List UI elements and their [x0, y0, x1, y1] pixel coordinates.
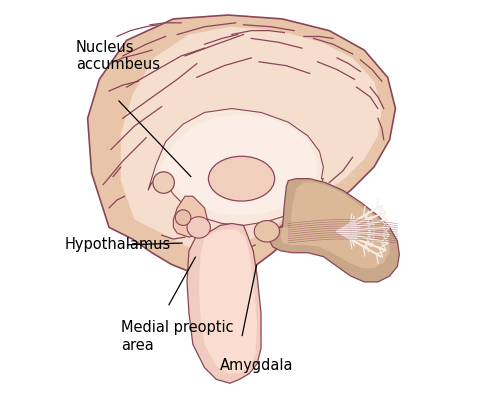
Polygon shape: [88, 15, 395, 276]
Text: Medial preoptic
area: Medial preoptic area: [121, 320, 233, 353]
Polygon shape: [187, 224, 261, 383]
Text: Amygdala: Amygdala: [220, 358, 294, 373]
Polygon shape: [156, 114, 318, 216]
Ellipse shape: [254, 221, 280, 242]
Polygon shape: [267, 179, 399, 282]
Text: Nucleus
accumbeus: Nucleus accumbeus: [76, 40, 160, 72]
Ellipse shape: [175, 210, 191, 226]
Ellipse shape: [187, 217, 210, 238]
Polygon shape: [148, 109, 323, 226]
Polygon shape: [173, 196, 208, 237]
Ellipse shape: [153, 172, 174, 193]
Polygon shape: [281, 182, 390, 268]
Ellipse shape: [208, 156, 275, 201]
Text: Hypothalamus: Hypothalamus: [64, 237, 170, 253]
Polygon shape: [121, 27, 382, 251]
Polygon shape: [199, 229, 257, 373]
